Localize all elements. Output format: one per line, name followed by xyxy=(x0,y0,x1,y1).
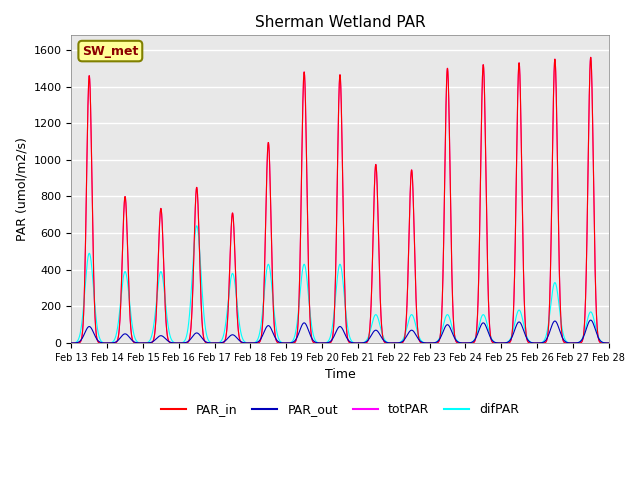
Y-axis label: PAR (umol/m2/s): PAR (umol/m2/s) xyxy=(15,137,28,241)
Title: Sherman Wetland PAR: Sherman Wetland PAR xyxy=(255,15,426,30)
Text: SW_met: SW_met xyxy=(82,45,138,58)
X-axis label: Time: Time xyxy=(324,368,355,381)
Legend: PAR_in, PAR_out, totPAR, difPAR: PAR_in, PAR_out, totPAR, difPAR xyxy=(156,398,524,421)
